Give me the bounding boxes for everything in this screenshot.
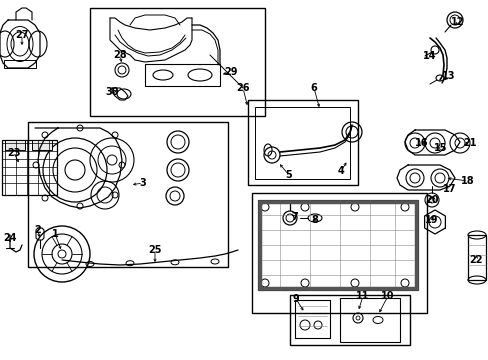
Text: 3: 3 [140,178,146,188]
Text: 5: 5 [285,170,292,180]
Text: 9: 9 [292,294,299,304]
Text: 8: 8 [311,215,318,225]
Text: 12: 12 [450,17,464,27]
Bar [289,295,409,345]
Text: 2: 2 [35,225,41,235]
Text: 23: 23 [7,148,20,158]
Text: 15: 15 [433,143,447,153]
Text: 13: 13 [441,71,455,81]
Bar [339,298,399,342]
Text: 26: 26 [236,83,249,93]
Bar [32,140,52,150]
Text: 4: 4 [337,166,344,176]
Text: 11: 11 [356,291,369,301]
Text: 18: 18 [460,176,474,186]
Text: 29: 29 [224,67,237,77]
Bar [145,64,220,86]
Bar [247,100,357,185]
Text: 28: 28 [113,50,126,60]
Text: 19: 19 [425,215,438,225]
Bar [28,122,227,267]
Text: 24: 24 [3,233,17,243]
Text: 10: 10 [381,291,394,301]
Bar [251,193,426,313]
Text: 21: 21 [462,138,476,148]
Text: 27: 27 [15,30,29,40]
Bar [4,60,36,68]
Text: 30: 30 [105,87,119,97]
Text: 20: 20 [425,195,438,205]
Bar [90,8,264,116]
Text: 1: 1 [52,229,58,239]
Text: 14: 14 [423,51,436,61]
Text: 6: 6 [310,83,317,93]
Bar [5,140,25,150]
Text: 25: 25 [148,245,162,255]
Text: 17: 17 [442,184,456,194]
Bar [467,235,485,280]
Bar [254,107,349,179]
Text: 22: 22 [468,255,482,265]
Bar [2,140,57,195]
Text: 7: 7 [291,212,298,222]
Text: 16: 16 [414,138,428,148]
